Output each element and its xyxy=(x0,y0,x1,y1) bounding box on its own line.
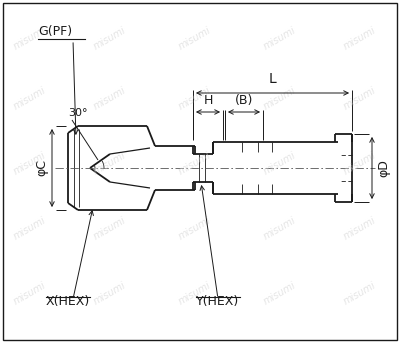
Text: misumi: misumi xyxy=(12,150,48,176)
Text: misumi: misumi xyxy=(177,25,213,51)
Text: L: L xyxy=(269,72,276,86)
Text: misumi: misumi xyxy=(342,25,378,51)
Text: misumi: misumi xyxy=(92,280,128,306)
Text: misumi: misumi xyxy=(12,25,48,51)
Text: misumi: misumi xyxy=(177,215,213,241)
Text: misumi: misumi xyxy=(262,85,298,111)
Text: misumi: misumi xyxy=(92,215,128,241)
Text: X(HEX): X(HEX) xyxy=(46,295,90,308)
Text: φD: φD xyxy=(377,159,390,177)
Text: misumi: misumi xyxy=(342,150,378,176)
Text: misumi: misumi xyxy=(342,280,378,306)
Text: misumi: misumi xyxy=(262,280,298,306)
Text: misumi: misumi xyxy=(342,85,378,111)
Text: 30°: 30° xyxy=(68,108,88,118)
Text: misumi: misumi xyxy=(262,150,298,176)
Text: misumi: misumi xyxy=(12,280,48,306)
Text: misumi: misumi xyxy=(177,85,213,111)
Text: φC: φC xyxy=(35,159,48,177)
Text: H: H xyxy=(203,94,213,107)
Text: misumi: misumi xyxy=(177,280,213,306)
Text: misumi: misumi xyxy=(12,215,48,241)
Text: misumi: misumi xyxy=(92,25,128,51)
Text: misumi: misumi xyxy=(262,215,298,241)
Text: (B): (B) xyxy=(235,94,253,107)
Text: misumi: misumi xyxy=(177,150,213,176)
Text: misumi: misumi xyxy=(92,85,128,111)
Text: misumi: misumi xyxy=(262,25,298,51)
Text: misumi: misumi xyxy=(92,150,128,176)
Text: misumi: misumi xyxy=(12,85,48,111)
Text: misumi: misumi xyxy=(342,215,378,241)
Text: G(PF): G(PF) xyxy=(38,25,72,38)
Text: Y(HEX): Y(HEX) xyxy=(196,295,240,308)
